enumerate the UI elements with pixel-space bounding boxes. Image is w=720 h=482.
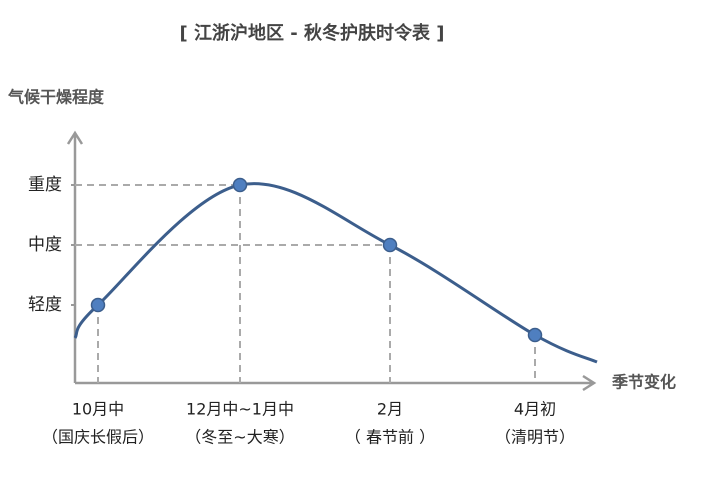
guides <box>75 184 536 383</box>
point <box>527 327 543 343</box>
chart-title: [ 江浙沪地区 - 秋冬护肤时令表 ] <box>180 22 445 44</box>
y-axis <box>66 130 84 383</box>
x-tick-label: 12月中~1月中 <box>186 400 294 419</box>
x-tick-note: （国庆长假后） <box>42 428 154 447</box>
x-tick-note: （ 春节前 ） <box>345 428 435 447</box>
x-tick-label: 4月初 <box>514 400 556 419</box>
point <box>90 297 106 313</box>
x-tick-label: 10月中 <box>72 400 124 419</box>
x-axis <box>75 374 597 392</box>
x-tick-note: （清明节） <box>495 428 575 447</box>
y-tick-label: 轻度 <box>28 295 62 315</box>
y-tick-label: 中度 <box>28 235 62 255</box>
x-axis-title: 季节变化 <box>611 373 676 392</box>
plot <box>73 177 598 364</box>
curve-tail <box>534 333 598 364</box>
x-tick-label: 2月 <box>377 400 403 419</box>
y-axis-title: 气候干燥程度 <box>7 88 105 107</box>
point <box>382 237 398 253</box>
x-tick-note: （冬至~大寒） <box>185 428 294 447</box>
curve <box>96 182 536 337</box>
point <box>232 177 248 193</box>
y-tick-label: 重度 <box>28 175 62 195</box>
curve-tail <box>73 303 100 339</box>
